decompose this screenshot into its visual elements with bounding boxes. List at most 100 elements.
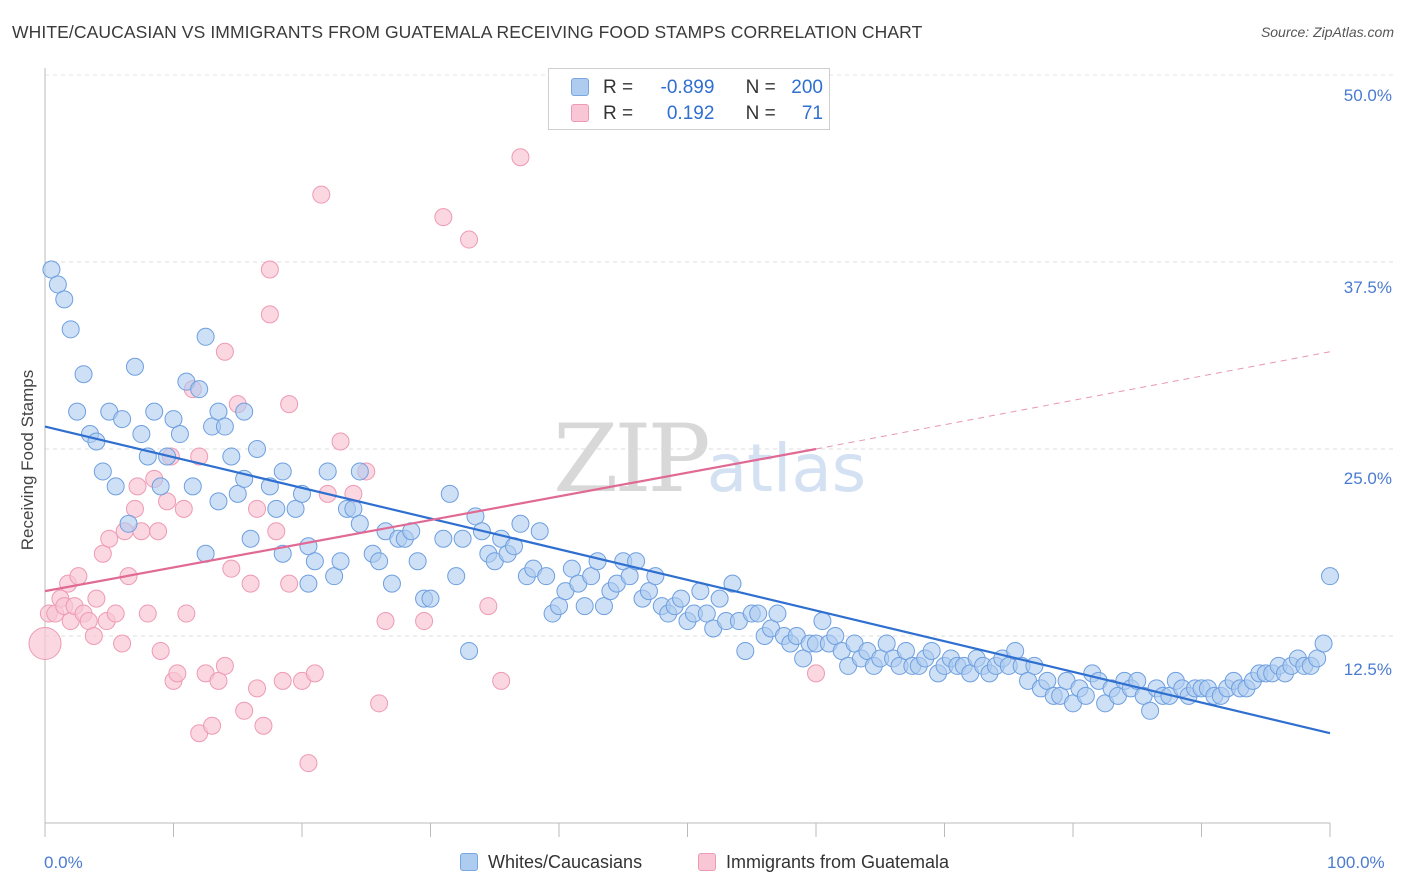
gridlines	[45, 74, 1395, 637]
white-point	[299, 574, 318, 593]
white-point	[1314, 634, 1333, 653]
guatemala-point	[177, 604, 196, 623]
guatemala-trend-line	[44, 447, 817, 593]
white-point	[344, 499, 363, 518]
r-label: R =	[603, 103, 634, 124]
source-credit: Source: ZipAtlas.com	[1260, 24, 1394, 40]
trend-lines	[44, 351, 1331, 735]
white-point	[106, 477, 125, 496]
guatemala-point	[807, 664, 825, 683]
white-point	[93, 462, 112, 481]
white-point	[286, 499, 305, 518]
white-point	[550, 597, 568, 616]
guatemala-point	[492, 671, 511, 690]
white-point	[325, 567, 344, 586]
white-point	[877, 634, 896, 653]
guatemala-point	[415, 612, 434, 631]
white-point	[209, 402, 228, 421]
guatemala-point	[267, 522, 286, 541]
white-point	[273, 462, 292, 481]
whites-swatch	[571, 78, 589, 96]
guatemala-point	[106, 604, 125, 623]
white-point	[639, 582, 658, 601]
white-point	[68, 402, 87, 421]
white-point	[1006, 641, 1025, 660]
guatemala-point	[128, 477, 147, 496]
guatemala-point	[511, 148, 530, 167]
white-point	[305, 552, 324, 571]
white-point	[273, 544, 292, 563]
white-points	[42, 260, 1339, 720]
guatemala-point	[209, 671, 228, 690]
guatemala-point	[113, 634, 132, 653]
white-point	[408, 552, 427, 571]
guatemala-point	[28, 626, 62, 660]
n-label: N =	[745, 103, 776, 124]
guatemala-point	[174, 499, 193, 518]
white-point	[697, 604, 716, 623]
white-point	[896, 641, 915, 660]
white-point	[1308, 649, 1327, 668]
white-point	[42, 260, 61, 279]
guatemala-point	[203, 716, 222, 735]
white-point	[447, 567, 466, 586]
white-point	[594, 597, 613, 616]
axes	[44, 68, 1331, 837]
guatemala-trend-extension	[815, 351, 1331, 450]
white-point	[1025, 656, 1044, 675]
white-point	[61, 320, 80, 339]
white-point	[350, 514, 369, 533]
white-point	[113, 410, 132, 429]
legend-item-whites[interactable]: Whites/Caucasians	[460, 852, 642, 873]
white-point	[318, 462, 337, 481]
white-point	[267, 499, 286, 518]
white-point	[620, 567, 639, 586]
white-point	[235, 402, 254, 421]
white-point	[1141, 701, 1160, 720]
white-point	[132, 425, 151, 444]
watermark: ZIPatlas	[553, 405, 866, 514]
white-point	[440, 484, 459, 503]
y-tick-25: 25.0%	[1343, 469, 1392, 488]
white-point	[331, 552, 350, 571]
legend-item-guatemala[interactable]: Immigrants from Guatemala	[698, 852, 949, 873]
white-point	[228, 484, 247, 503]
white-point	[215, 417, 234, 436]
white-point	[299, 537, 318, 556]
white-point	[582, 567, 601, 586]
guatemala-swatch	[571, 104, 589, 122]
guatemala-point	[235, 701, 254, 720]
guatemala-point	[138, 604, 157, 623]
guatemala-point	[87, 589, 106, 608]
white-point	[119, 514, 138, 533]
white-point	[222, 447, 241, 466]
white-point	[537, 567, 556, 586]
guatemala-point	[158, 492, 177, 511]
white-point	[190, 380, 209, 399]
chart-title: WHITE/CAUCASIAN VS IMMIGRANTS FROM GUATE…	[12, 22, 923, 42]
white-point	[74, 365, 93, 384]
watermark-atlas: atlas	[706, 430, 867, 507]
white-point	[241, 529, 260, 548]
white-point	[125, 357, 144, 376]
n-label: N =	[745, 77, 776, 98]
guatemala-legend-label: Immigrants from Guatemala	[726, 852, 950, 872]
white-point	[1321, 567, 1339, 586]
guatemala-point	[376, 612, 395, 631]
guatemala-point	[125, 499, 144, 518]
white-point	[1076, 686, 1095, 705]
white-point	[710, 589, 729, 608]
guatemala-point	[460, 230, 479, 249]
white-point	[164, 410, 183, 429]
guatemala-point	[299, 754, 318, 773]
white-point	[382, 574, 401, 593]
white-point	[723, 574, 742, 593]
white-point	[922, 641, 941, 660]
white-point	[196, 327, 215, 346]
white-point	[55, 290, 74, 309]
guatemala-points	[28, 148, 825, 773]
r-label: R =	[603, 77, 634, 98]
white-point	[453, 529, 472, 548]
guatemala-point	[79, 612, 98, 631]
